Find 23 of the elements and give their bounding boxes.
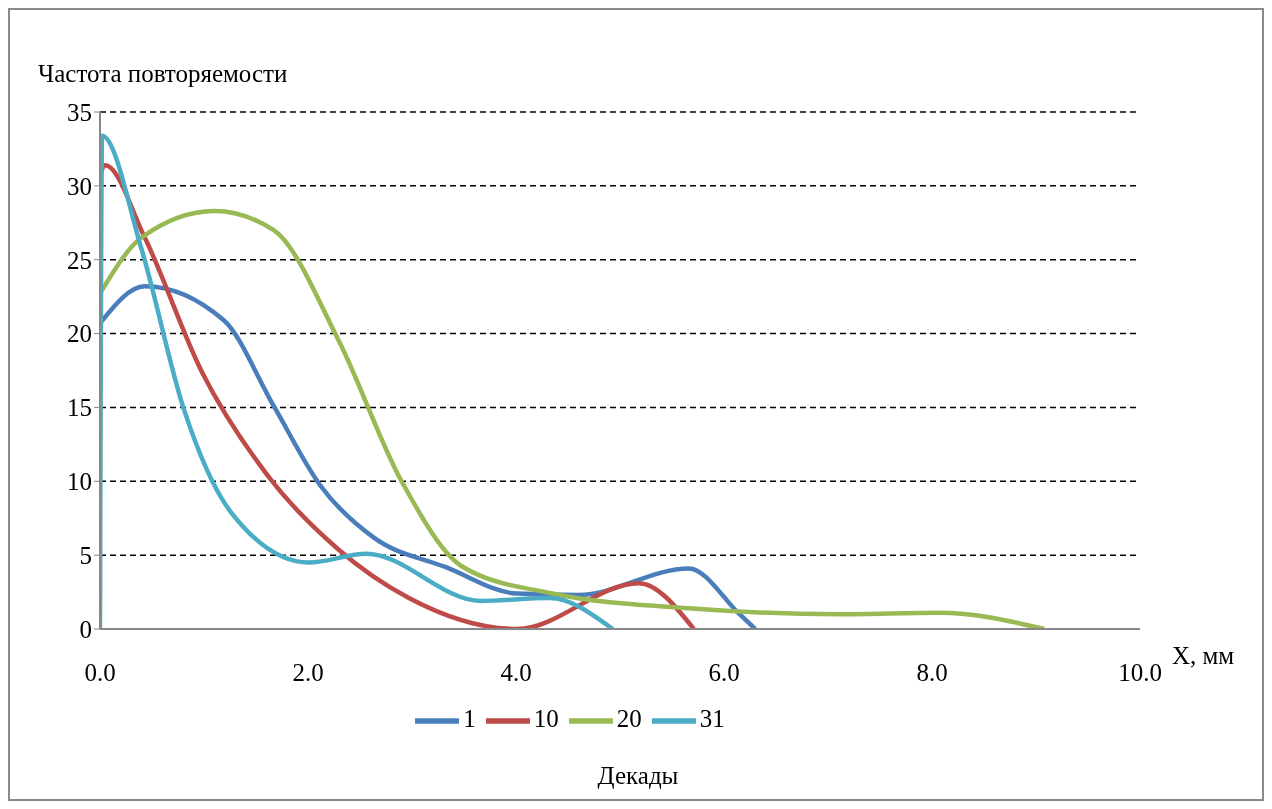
x-tick-label: 8.0 [916,658,948,686]
y-tick-label: 10 [67,468,92,496]
x-tick-label: 2.0 [292,658,324,686]
y-tick-label: 30 [67,172,92,200]
y-tick-label: 5 [79,542,92,570]
x-tick-label: 6.0 [708,658,740,686]
x-axis-title: X, мм [1172,642,1235,670]
y-tick-label: 20 [67,320,92,348]
y-tick-label: 35 [67,98,92,126]
legend-title: Декады [596,762,680,790]
x-tick-label: 0.0 [84,658,116,686]
legend-label: 31 [699,704,725,732]
y-axis-title: Частота повторяемости [38,60,288,88]
line-series [100,208,1047,629]
y-tick-label: 25 [67,246,92,274]
line-series [100,133,615,629]
legend-label: 1 [463,704,476,732]
legend-label: 10 [533,704,559,732]
x-tick-label: 10.0 [1118,658,1162,686]
legend-label: 20 [616,704,642,732]
y-tick-label: 0 [79,615,92,643]
x-tick-label: 4.0 [500,658,532,686]
y-tick-label: 15 [67,394,92,422]
